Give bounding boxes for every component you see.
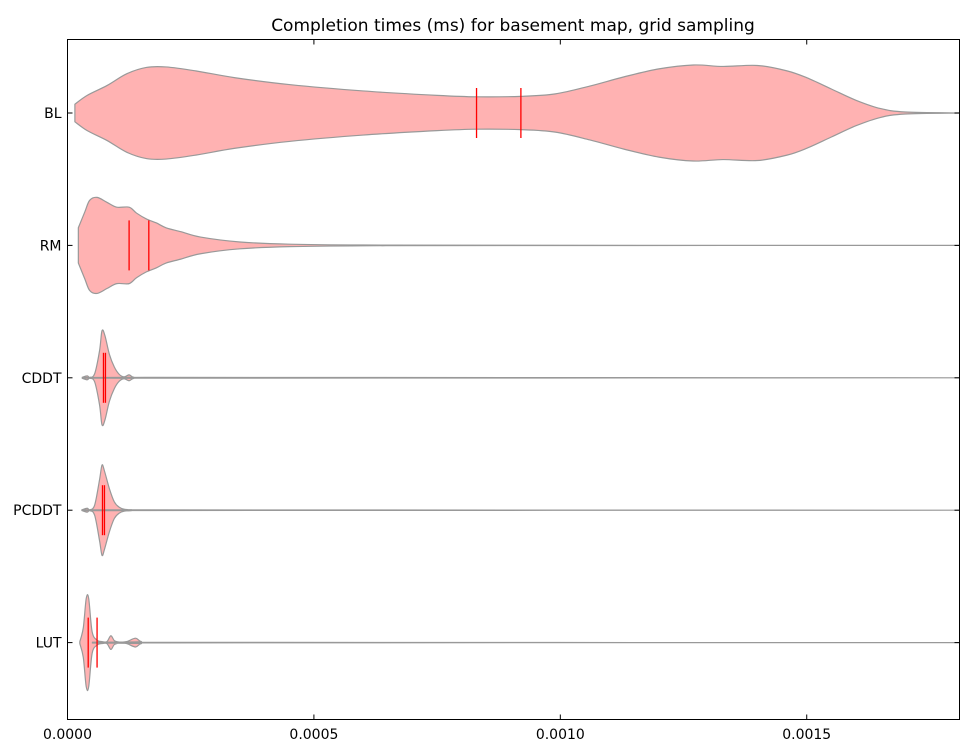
x-tick-label-3: 0.0015 [782,727,831,743]
plot-frame [67,39,960,720]
tick-layer: BL RM CDDT PCDDT LUT 0.0000 0.0005 0.0010 0.0015 [13,39,960,743]
y-tick-label-pcddt: PCDDT [13,503,62,519]
y-tick-label-lut: LUT [36,636,62,652]
violin-bl [74,64,960,162]
chart-title: Completion times (ms) for basement map, … [271,16,755,36]
x-tick-label-0: 0.0000 [43,727,92,743]
violin-rm [77,196,960,295]
y-tick-label-cddt: CDDT [22,371,62,387]
violin-layer [74,64,960,692]
violin-cddt [81,329,960,427]
x-tick-label-1: 0.0005 [289,727,338,743]
marker-layer [87,88,522,668]
violin-pcddt [81,464,960,557]
x-tick-label-2: 0.0010 [536,727,585,743]
y-tick-label-bl: BL [44,106,62,122]
y-tick-label-rm: RM [40,238,62,254]
violin-lut [79,593,960,692]
